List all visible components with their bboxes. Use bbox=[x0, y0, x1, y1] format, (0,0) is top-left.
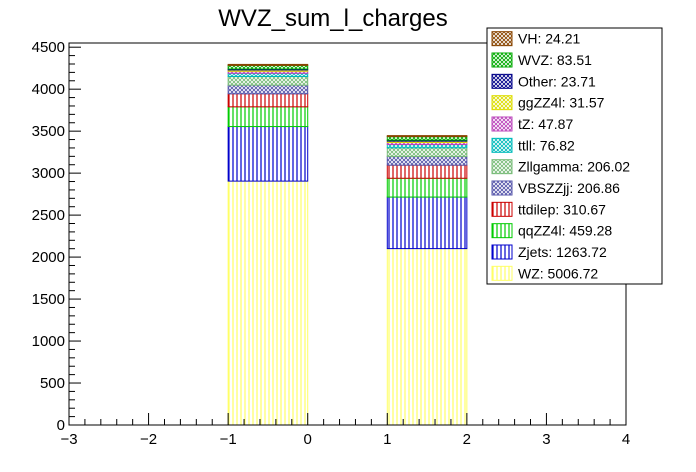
bar-segment-vh-bin0 bbox=[227, 63, 309, 66]
y-tick-label: 2000 bbox=[32, 249, 65, 266]
bar-segment-vh-bin1 bbox=[386, 135, 468, 138]
legend-label-wz: WZ: 5006.72 bbox=[518, 265, 598, 281]
legend-label-qqzz4l: qqZZ4l: 459.28 bbox=[518, 223, 612, 239]
legend-swatch-qqzz4l bbox=[491, 223, 513, 239]
legend-swatch-ggzz4l bbox=[491, 95, 513, 111]
y-tick-label: 4000 bbox=[32, 81, 65, 98]
bar-segment-wvz-bin1 bbox=[386, 136, 468, 141]
y-tick-label: 3000 bbox=[32, 165, 65, 182]
legend: VH: 24.21 WVZ: 83.51 Other: 23.71 ggZZ4l: 3… bbox=[486, 27, 663, 285]
axes-layer: −3 −2 −1 0 1 2 3 4 0 500 1000 1500 2000 2500 3000 3500 4… bbox=[32, 39, 631, 448]
bar-segment-vbszzjj-bin0 bbox=[227, 84, 309, 95]
legend-swatch-wz bbox=[491, 265, 513, 281]
bar-segment-vbszzjj-bin1 bbox=[386, 155, 468, 166]
y-tick-label: 2500 bbox=[32, 207, 65, 224]
legend-swatch-vbszzjj bbox=[491, 180, 513, 196]
legend-swatch-wvz bbox=[491, 52, 513, 68]
legend-swatch-ttll bbox=[491, 137, 513, 153]
bar-segment-zllgamma-bin1 bbox=[386, 147, 468, 157]
legend-swatch-vh bbox=[491, 31, 513, 47]
bar-segment-wz-bin0 bbox=[227, 180, 309, 426]
bar-segment-wvz-bin0 bbox=[227, 64, 309, 70]
x-tick-label: 3 bbox=[542, 431, 550, 448]
legend-label-vh: VH: 24.21 bbox=[518, 31, 580, 47]
bar-segment-qqzz4l-bin0 bbox=[227, 106, 309, 128]
legend-label-ggzz4l: ggZZ4l: 31.57 bbox=[518, 95, 605, 111]
y-tick-label: 500 bbox=[40, 375, 65, 392]
legend-label-ttll: ttll: 76.82 bbox=[518, 137, 575, 153]
y-tick-label: 3500 bbox=[32, 123, 65, 140]
bars-layer bbox=[227, 63, 468, 426]
x-tick-label: −3 bbox=[60, 431, 77, 448]
legend-swatch-ttdilep bbox=[491, 201, 513, 217]
legend-label-tz: tZ: 47.87 bbox=[518, 116, 573, 132]
x-tick-label: −2 bbox=[140, 431, 157, 448]
legend-swatch-zllgamma bbox=[491, 159, 513, 175]
legend-box bbox=[486, 27, 663, 285]
chart-title: WVZ_sum_l_charges bbox=[218, 5, 447, 32]
y-tick-label: 1500 bbox=[32, 291, 65, 308]
bar-segment-wz-bin1 bbox=[386, 248, 468, 426]
legend-swatch-tz bbox=[491, 116, 513, 132]
x-tick-label: −1 bbox=[220, 431, 237, 448]
y-tick-label: 4500 bbox=[32, 39, 65, 56]
bar-segment-zjets-bin1 bbox=[386, 196, 468, 250]
x-tick-label: 4 bbox=[622, 431, 630, 448]
legend-label-ttdilep: ttdilep: 310.67 bbox=[518, 201, 606, 217]
legend-swatch-zjets bbox=[491, 244, 513, 260]
legend-label-other: Other: 23.71 bbox=[518, 73, 596, 89]
bar-segment-ttdilep-bin0 bbox=[227, 93, 309, 108]
legend-label-wvz: WVZ: 83.51 bbox=[518, 52, 592, 68]
bar-segment-zllgamma-bin0 bbox=[227, 75, 309, 86]
x-tick-label: 1 bbox=[383, 431, 391, 448]
legend-swatch-other bbox=[491, 73, 513, 89]
legend-label-zllgamma: Zllgamma: 206.02 bbox=[518, 159, 630, 175]
x-tick-label: 0 bbox=[304, 431, 312, 448]
x-tick-label: 2 bbox=[463, 431, 471, 448]
y-tick-label: 1000 bbox=[32, 333, 65, 350]
y-tick-label: 0 bbox=[57, 417, 65, 434]
legend-label-vbszzjj: VBSZZjj: 206.86 bbox=[518, 180, 620, 196]
bar-segment-ttdilep-bin1 bbox=[386, 164, 468, 179]
bar-segment-qqzz4l-bin1 bbox=[386, 177, 468, 198]
legend-label-zjets: Zjets: 1263.72 bbox=[518, 244, 607, 260]
bar-segment-zjets-bin0 bbox=[227, 126, 309, 182]
